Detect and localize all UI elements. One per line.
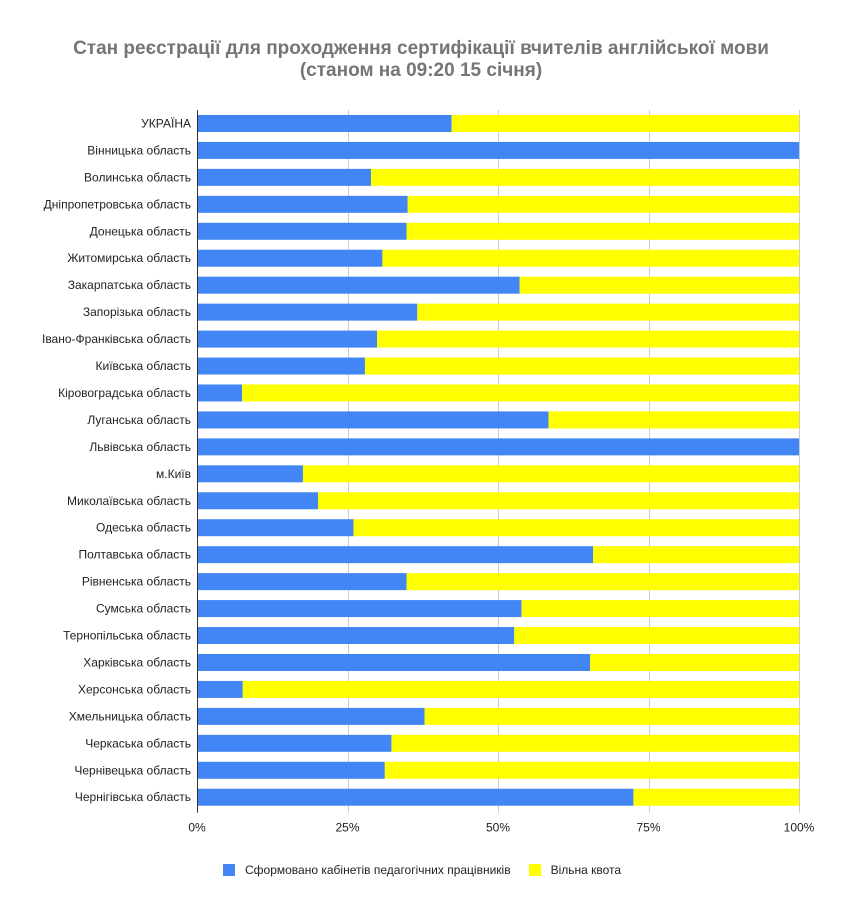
category-label: УКРАЇНА: [141, 116, 191, 130]
category-label: Луганська область: [87, 413, 191, 427]
chart-title: Стан реєстрації для проходження сертифік…: [0, 38, 842, 82]
category-label: Київська область: [96, 359, 191, 373]
legend-swatch-formed: [223, 864, 235, 876]
bar-formed[interactable]: [197, 734, 392, 752]
category-label: Закарпатська область: [68, 278, 191, 292]
bar-formed[interactable]: [197, 546, 594, 564]
bar-formed[interactable]: [197, 707, 425, 725]
x-tick-label: 75%: [636, 821, 660, 835]
legend-swatch-free-quota: [528, 864, 541, 876]
bar-formed[interactable]: [197, 249, 383, 267]
bar-formed[interactable]: [197, 573, 407, 591]
category-label: Одеська область: [96, 521, 191, 535]
bar-free-quota[interactable]: [548, 411, 799, 429]
bar-formed[interactable]: [197, 465, 303, 483]
bar-free-quota[interactable]: [242, 384, 799, 402]
bar-formed[interactable]: [197, 411, 549, 429]
bar-formed[interactable]: [197, 168, 371, 186]
bar-free-quota[interactable]: [521, 600, 799, 618]
bar-free-quota[interactable]: [406, 573, 799, 591]
bar-free-quota[interactable]: [384, 761, 799, 779]
bar-formed[interactable]: [197, 653, 591, 671]
bar-free-quota[interactable]: [382, 249, 799, 267]
category-label: м.Київ: [156, 467, 191, 481]
x-tick-label: 25%: [335, 821, 359, 835]
x-tick-labels: 0% 25% 50% 75% 100%: [188, 821, 814, 835]
bar-formed[interactable]: [197, 195, 408, 213]
x-tick-label: 0%: [188, 821, 206, 835]
bar-formed[interactable]: [197, 680, 243, 698]
bar-free-quota[interactable]: [590, 653, 799, 671]
category-labels: УКРАЇНА Вінницька область Волинська област…: [42, 116, 191, 804]
bar-formed[interactable]: [197, 222, 407, 240]
bar-formed[interactable]: [197, 438, 799, 456]
bar-free-quota[interactable]: [318, 492, 799, 510]
bar-formed[interactable]: [197, 303, 418, 321]
bar-free-quota[interactable]: [417, 303, 799, 321]
category-label: Сумська область: [96, 602, 191, 616]
category-label: Житомирська область: [67, 251, 191, 265]
bars: [197, 114, 799, 806]
bar-free-quota[interactable]: [406, 222, 799, 240]
chart-title-main: Стан реєстрації для проходження сертифік…: [73, 38, 769, 59]
category-label: Полтавська область: [78, 548, 191, 562]
bar-formed[interactable]: [197, 600, 522, 618]
bar-formed[interactable]: [197, 276, 520, 294]
category-label: Тернопільська область: [63, 629, 191, 643]
bar-free-quota[interactable]: [424, 707, 799, 725]
category-label: Черкаська область: [85, 736, 191, 750]
bar-free-quota[interactable]: [407, 195, 799, 213]
chart-subtitle: (станом на 09:20 15 січня): [299, 60, 543, 81]
bar-free-quota[interactable]: [391, 734, 799, 752]
gridlines: [348, 110, 800, 813]
bar-free-quota[interactable]: [302, 465, 799, 483]
legend-label-free-quota: Вільна квота: [550, 863, 622, 877]
bar-free-quota[interactable]: [451, 114, 799, 132]
bar-free-quota[interactable]: [514, 627, 799, 645]
category-label: Дніпропетровська область: [44, 197, 191, 211]
category-label: Запорізька область: [83, 305, 191, 319]
bar-formed[interactable]: [197, 330, 377, 348]
bar-free-quota[interactable]: [242, 680, 799, 698]
legend-item-formed[interactable]: Сформовано кабінетів педагогічних праців…: [223, 863, 511, 877]
category-label: Херсонська область: [78, 682, 191, 696]
x-tick-label: 50%: [486, 821, 510, 835]
bar-formed[interactable]: [197, 141, 799, 159]
bar-formed[interactable]: [197, 788, 634, 806]
bar-formed[interactable]: [197, 519, 354, 537]
bar-formed[interactable]: [197, 761, 385, 779]
category-label: Івано-Франківська область: [42, 332, 191, 346]
category-label: Чернігівська область: [75, 790, 191, 804]
legend: Сформовано кабінетів педагогічних праців…: [223, 863, 639, 877]
category-label: Харківська область: [83, 655, 191, 669]
bar-free-quota[interactable]: [593, 546, 799, 564]
category-label: Волинська область: [84, 170, 191, 184]
bar-formed[interactable]: [197, 492, 319, 510]
category-label: Вінницька область: [87, 143, 191, 157]
category-label: Хмельницька область: [69, 709, 191, 723]
category-label: Рівненська область: [82, 575, 191, 589]
bar-formed[interactable]: [197, 627, 515, 645]
legend-label-formed: Сформовано кабінетів педагогічних праців…: [245, 863, 511, 877]
bar-free-quota[interactable]: [519, 276, 799, 294]
bar-free-quota[interactable]: [364, 357, 799, 375]
bar-free-quota[interactable]: [376, 330, 799, 348]
x-tick-label: 100%: [784, 821, 815, 835]
category-label: Кіровоградська область: [58, 386, 191, 400]
category-label: Донецька область: [90, 224, 191, 238]
bar-free-quota[interactable]: [370, 168, 799, 186]
bar-formed[interactable]: [197, 114, 452, 132]
bar-free-quota[interactable]: [353, 519, 799, 537]
category-label: Миколаївська область: [67, 494, 191, 508]
bar-formed[interactable]: [197, 384, 243, 402]
bar-free-quota[interactable]: [633, 788, 799, 806]
category-label: Львівська область: [89, 440, 191, 454]
bar-formed[interactable]: [197, 357, 365, 375]
legend-item-free-quota[interactable]: Вільна квота: [528, 863, 622, 877]
category-label: Чернівецька область: [74, 763, 191, 777]
